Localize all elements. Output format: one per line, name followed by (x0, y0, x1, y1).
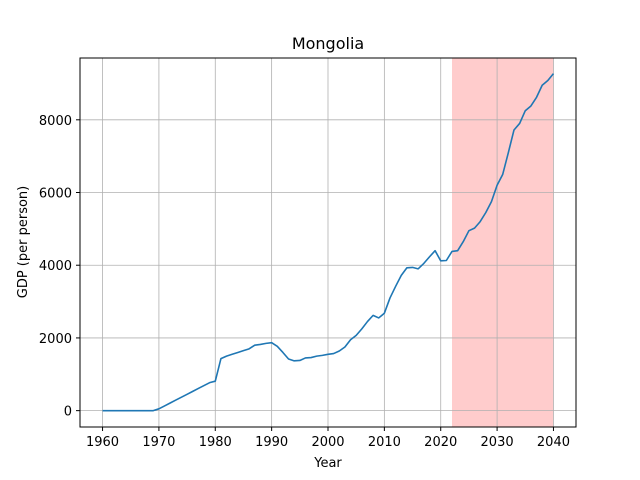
y-tick-label: 8000 (39, 114, 72, 129)
series-layer (102, 73, 555, 412)
y-axis-ticks: 0 2000 4000 6000 8000 (39, 114, 80, 420)
x-tick-label: 1990 (255, 435, 288, 450)
y-tick-label: 4000 (39, 259, 72, 274)
x-tick-label: 2010 (368, 435, 401, 450)
gdp-series-line (102, 73, 555, 412)
y-axis-label: GDP (per person) (16, 186, 31, 299)
x-tick-label: 2000 (311, 435, 344, 450)
x-tick-label: 1970 (142, 435, 175, 450)
y-tick-label: 6000 (39, 187, 72, 202)
x-tick-label: 2040 (537, 435, 570, 450)
x-tick-label: 1980 (199, 435, 232, 450)
x-axis-label: Year (313, 456, 342, 471)
x-axis-ticks: 1960 1970 1980 1990 2000 2010 2020 2030 2040 (86, 427, 570, 450)
chart-title: Mongolia (292, 34, 364, 53)
y-tick-label: 2000 (39, 332, 72, 347)
y-tick-label: 0 (64, 405, 72, 420)
grid-layer (80, 58, 576, 427)
projection-region-layer (452, 58, 554, 427)
projection-highlight (452, 58, 554, 427)
x-tick-label: 1960 (86, 435, 119, 450)
x-tick-label: 2030 (481, 435, 514, 450)
x-tick-label: 2020 (424, 435, 457, 450)
